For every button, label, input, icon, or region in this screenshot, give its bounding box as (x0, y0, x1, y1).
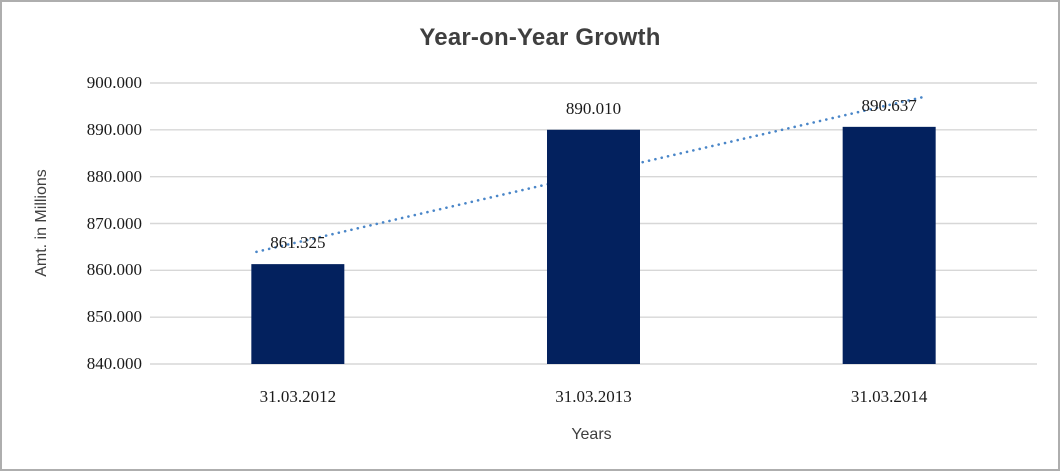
y-tick-label: 870.000 (86, 213, 142, 233)
y-tick-label: 860.000 (86, 260, 142, 280)
x-category-label: 31.03.2013 (555, 387, 632, 406)
bar-data-label: 861.325 (270, 233, 326, 253)
chart-title: Year-on-Year Growth (419, 24, 661, 51)
y-tick-label: 880.000 (86, 166, 142, 186)
y-tick-label: 890.000 (86, 119, 142, 139)
bar-data-label: 890.637 (861, 95, 917, 115)
x-axis-title: Years (571, 426, 612, 443)
bar (547, 129, 640, 364)
bar-data-label: 890.010 (565, 98, 622, 118)
y-tick-label: 850.000 (86, 307, 142, 327)
x-category-label: 31.03.2014 (850, 387, 928, 406)
trendline (255, 95, 926, 254)
bar (251, 264, 345, 364)
bar (842, 126, 936, 364)
y-tick-label: 840.000 (86, 354, 142, 373)
x-category-label: 31.03.2012 (259, 387, 337, 406)
y-tick-label: 900.000 (86, 73, 142, 92)
